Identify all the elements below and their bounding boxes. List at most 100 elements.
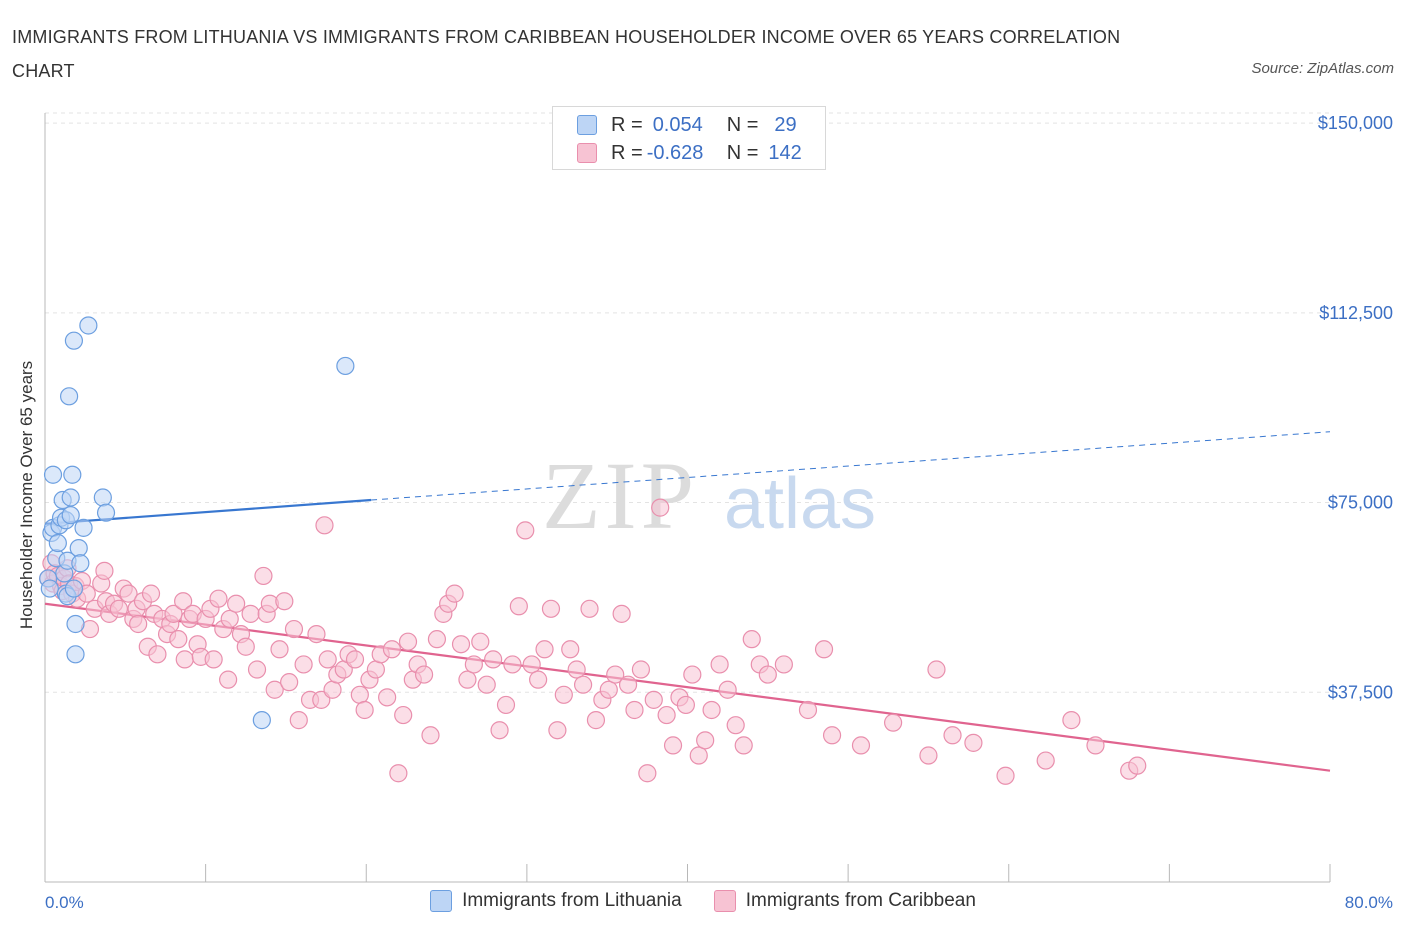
caribbean-point — [148, 645, 167, 664]
caribbean-point — [141, 584, 161, 603]
legend-r-label: R = — [611, 141, 643, 164]
caribbean-point — [573, 675, 593, 694]
caribbean-point — [1062, 711, 1081, 730]
caribbean-point — [702, 700, 721, 720]
caribbean-point — [644, 690, 663, 709]
lithuania-point — [61, 506, 80, 525]
caribbean-point — [174, 592, 193, 611]
legend-r-value: 0.054 — [652, 113, 703, 136]
caribbean-point — [851, 736, 871, 755]
caribbean-point — [618, 675, 638, 694]
caribbean-point — [490, 721, 509, 740]
caribbean-point — [451, 635, 471, 654]
caribbean-point — [625, 700, 644, 720]
watermark: ZIP atlas — [542, 442, 876, 549]
legend-swatch-lithuania — [577, 115, 597, 135]
legend-swatch-caribbean — [713, 890, 736, 912]
caribbean-point — [254, 566, 273, 586]
caribbean-point — [964, 733, 983, 752]
caribbean-point — [220, 609, 239, 629]
caribbean-point — [275, 592, 294, 611]
caribbean-point — [561, 640, 580, 659]
caribbean-point — [710, 655, 729, 674]
legend-n-label: N = — [726, 113, 759, 136]
caribbean-point — [484, 650, 503, 669]
caribbean-point — [378, 688, 397, 707]
caribbean-point — [606, 665, 625, 684]
series-legend: Immigrants from Lithuania Immigrants fro… — [0, 890, 1406, 912]
caribbean-point — [471, 632, 490, 651]
chart-source: Source: ZipAtlas.com — [1251, 60, 1394, 77]
caribbean-point — [427, 630, 447, 649]
trend-lines — [44, 431, 1331, 772]
x-axis-min-label: 0.0% — [45, 893, 84, 912]
lithuania-point — [61, 488, 80, 507]
caribbean-point — [247, 660, 267, 679]
legend-row-caribbean: R = -0.628 N = 142 — [577, 140, 802, 166]
caribbean-point — [529, 670, 548, 689]
caribbean-point — [294, 655, 313, 674]
caribbean-point — [734, 736, 753, 755]
caribbean-point — [241, 604, 260, 623]
watermark-zip: ZIP — [542, 442, 698, 549]
legend-swatch-lithuania — [430, 890, 453, 912]
legend-n-label: N = — [726, 141, 759, 164]
legend-row-lithuania: R = 0.054 N = 29 — [577, 112, 797, 138]
caribbean-point — [919, 746, 938, 765]
caribbean-point — [1128, 756, 1147, 775]
legend-r-label: R = — [611, 113, 643, 136]
lithuania-trend-line — [44, 498, 372, 525]
lithuania-point — [40, 579, 59, 598]
lithuania-point — [79, 316, 98, 335]
lithuania-point — [43, 465, 63, 484]
caribbean-point — [638, 764, 657, 783]
lithuania-point — [93, 488, 112, 507]
lithuania-point — [64, 579, 84, 598]
caribbean-point — [227, 594, 246, 613]
caribbean-point — [236, 637, 255, 656]
legend-label-lithuania: Immigrants from Lithuania — [462, 890, 682, 911]
caribbean-point — [580, 599, 599, 618]
caribbean-point — [798, 700, 818, 720]
caribbean-point — [323, 680, 342, 699]
caribbean-point — [586, 711, 606, 730]
caribbean-point — [927, 660, 946, 679]
caribbean-point — [312, 690, 331, 709]
caribbean-point — [382, 640, 402, 659]
caribbean-point — [509, 597, 528, 616]
caribbean-point — [284, 619, 304, 639]
x-axis-max-label: 80.0% — [1345, 893, 1393, 912]
caribbean-point — [307, 624, 326, 644]
caribbean-point — [651, 498, 670, 517]
caribbean-point — [599, 680, 618, 699]
legend-item-lithuania: Immigrants from Lithuania — [430, 890, 682, 912]
caribbean-point — [657, 705, 676, 725]
caribbean-point — [280, 673, 299, 692]
caribbean-point — [318, 650, 337, 669]
caribbean-point — [169, 630, 188, 649]
y-tick-label: $37,500 — [1328, 682, 1393, 702]
caribbean-point — [398, 632, 418, 651]
y-tick-label: $112,500 — [1319, 303, 1393, 323]
lithuania-point — [59, 387, 79, 406]
caribbean-point — [535, 640, 554, 659]
legend-label-caribbean: Immigrants from Caribbean — [745, 890, 976, 911]
caribbean-point — [414, 665, 434, 684]
watermark-atlas: atlas — [724, 464, 876, 544]
caribbean-point — [109, 599, 128, 618]
lithuania-point — [74, 518, 93, 537]
caribbean-point — [612, 604, 631, 623]
lithuania-point — [336, 356, 355, 376]
legend-item-caribbean: Immigrants from Caribbean — [713, 890, 976, 912]
caribbean-point — [345, 650, 365, 669]
data-points — [39, 316, 1147, 785]
caribbean-point — [458, 670, 477, 689]
caribbean-point — [742, 630, 761, 649]
caribbean-point — [814, 640, 834, 659]
legend-swatch-caribbean — [577, 143, 597, 163]
y-axis-label: Householder Income Over 65 years — [17, 361, 36, 629]
caribbean-point — [394, 705, 413, 725]
caribbean-point — [315, 516, 334, 535]
caribbean-point — [726, 716, 745, 735]
